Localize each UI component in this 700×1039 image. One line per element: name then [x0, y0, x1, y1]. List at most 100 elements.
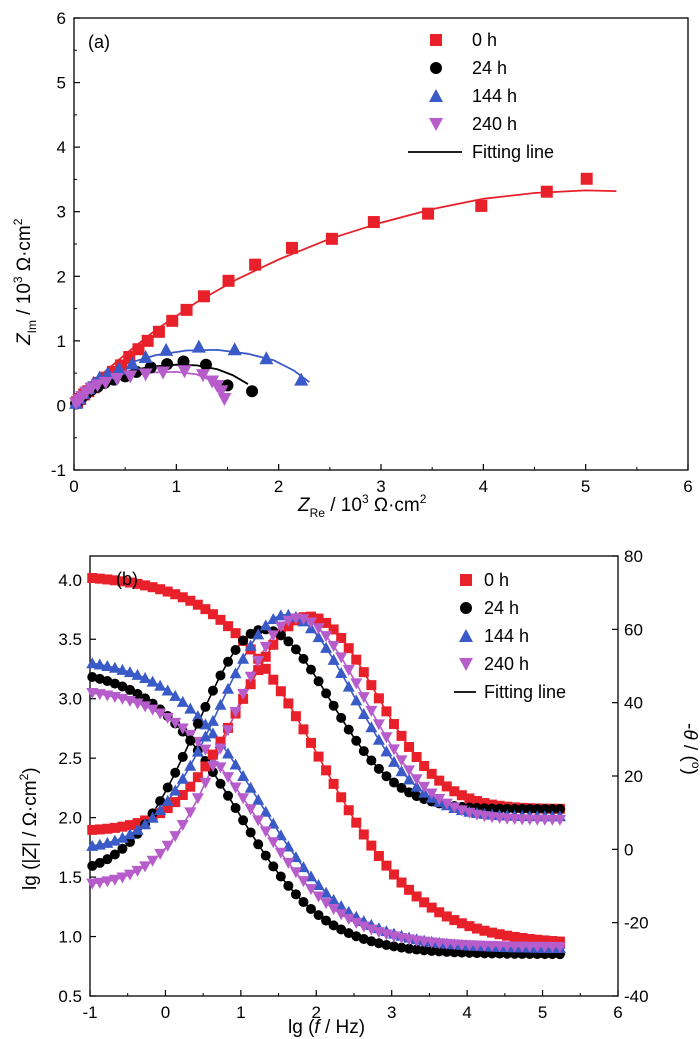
impedance-point-144h: [139, 672, 152, 684]
phase-point-24h: [290, 644, 301, 655]
phase-point-240h: [410, 774, 423, 786]
impedance-point-24h: [388, 941, 399, 952]
impedance-point-24h: [321, 915, 332, 926]
phase-point-24h: [366, 755, 377, 766]
phase-point-240h: [267, 630, 280, 642]
legend-marker-0h: [430, 34, 442, 46]
phase-point-24h: [87, 860, 98, 871]
phase-point-24h: [200, 701, 211, 712]
phase-point-240h: [448, 802, 461, 814]
impedance-point-240h: [289, 867, 302, 879]
panel-a-xlabel: ZRe / 103 Ω·cm2: [297, 492, 427, 520]
impedance-point-144h: [191, 710, 204, 722]
point-0h: [152, 325, 165, 338]
phase-point-144h: [146, 811, 159, 823]
point-144h: [100, 366, 115, 380]
x-tick-label: 5: [538, 1003, 547, 1022]
y-tick-label: 0: [57, 396, 66, 415]
phase-point-24h: [502, 803, 513, 814]
impedance-point-0h: [102, 574, 113, 585]
impedance-point-24h: [253, 839, 264, 850]
phase-point-0h: [411, 751, 422, 762]
phase-point-240h: [372, 719, 385, 731]
point-240h: [195, 369, 210, 383]
impedance-point-240h: [176, 723, 189, 735]
panel-a-fit-lines: [73, 189, 617, 406]
impedance-point-144h: [259, 805, 272, 817]
impedance-point-0h: [426, 902, 437, 913]
impedance-point-0h: [260, 663, 271, 674]
phase-point-0h: [245, 679, 256, 690]
impedance-point-24h: [366, 936, 377, 947]
impedance-point-24h: [396, 942, 407, 953]
phase-point-144h: [365, 721, 378, 733]
panel-b-legend: 0 h 24 h 144 h 240 h Fitting line: [454, 570, 566, 702]
impedance-point-0h: [456, 918, 467, 929]
phase-point-0h: [388, 718, 399, 729]
phase-point-144h: [116, 831, 129, 843]
impedance-point-144h: [206, 727, 219, 739]
y-tick-label: 0.5: [58, 987, 82, 1006]
phase-point-0h: [336, 632, 347, 643]
x-tick-label: 1: [236, 1003, 245, 1022]
phase-point-144h: [214, 698, 227, 710]
y-tick-label: -1: [51, 461, 66, 480]
y-tick-label: 1.5: [58, 868, 82, 887]
y2-tick-label: 80: [624, 547, 643, 566]
phase-point-0h: [321, 617, 332, 628]
y-tick-label: 5: [57, 74, 66, 93]
impedance-point-24h: [434, 946, 445, 957]
y2-tick-label: 20: [624, 767, 643, 786]
legend-label: Fitting line: [472, 142, 554, 162]
phase-point-144h: [131, 823, 144, 835]
impedance-point-240h: [139, 701, 152, 713]
impedance-point-240h: [131, 698, 144, 710]
impedance-point-0h: [283, 698, 294, 709]
y2-tick-label: -40: [624, 987, 649, 1006]
point-0h: [540, 185, 553, 198]
point-144h: [191, 339, 206, 353]
point-144h: [159, 342, 174, 356]
phase-point-0h: [313, 613, 324, 624]
impedance-point-0h: [192, 599, 203, 610]
phase-point-0h: [215, 736, 226, 747]
phase-point-24h: [94, 857, 105, 868]
phase-point-0h: [351, 654, 362, 665]
panel-a-legend: 0 h 24 h 144 h 240 h Fitting line: [408, 30, 554, 162]
impedance-point-24h: [283, 880, 294, 891]
phase-point-24h: [102, 854, 113, 865]
phase-point-144h: [312, 631, 325, 643]
impedance-point-0h: [554, 936, 565, 947]
impedance-point-24h: [223, 790, 234, 801]
phase-point-240h: [139, 861, 152, 873]
phase-point-24h: [117, 843, 128, 854]
impedance-point-24h: [419, 945, 430, 956]
legend-marker-24h: [430, 62, 442, 74]
phase-point-144h: [380, 745, 393, 757]
phase-point-240h: [538, 814, 551, 826]
panel-b-y2label: -θ / (o): [679, 723, 700, 775]
legend-label: 144 h: [484, 626, 529, 646]
phase-point-0h: [192, 772, 203, 783]
phase-point-0h: [441, 781, 452, 792]
phase-point-144h: [320, 641, 333, 653]
phase-point-240h: [184, 807, 197, 819]
x-tick-label: 2: [312, 1003, 321, 1022]
impedance-point-0h: [479, 925, 490, 936]
phase-point-24h: [185, 735, 196, 746]
phase-point-0h: [117, 821, 128, 832]
impedance-point-144h: [199, 718, 212, 730]
legend-label: 0 h: [472, 30, 497, 50]
impedance-point-240h: [146, 704, 159, 716]
phase-point-144h: [222, 682, 235, 694]
phase-point-24h: [343, 724, 354, 735]
phase-point-144h: [237, 652, 250, 664]
phase-point-0h: [132, 818, 143, 829]
phase-point-240h: [274, 621, 287, 633]
point-0h: [285, 241, 298, 254]
impedance-point-24h: [298, 897, 309, 908]
phase-point-24h: [494, 803, 505, 814]
phase-point-24h: [336, 712, 347, 723]
impedance-point-240h: [312, 891, 325, 903]
